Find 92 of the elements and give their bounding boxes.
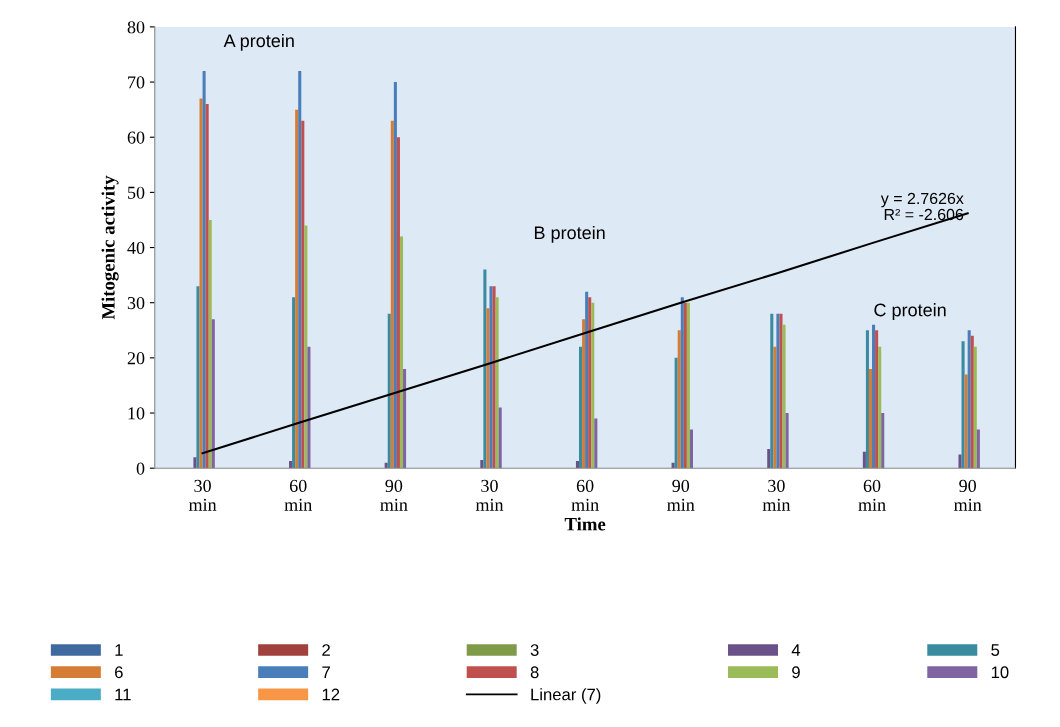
x-axis-title: Time <box>564 517 606 531</box>
bar <box>495 297 499 469</box>
legend-label: 4 <box>791 644 801 656</box>
bar <box>396 137 400 469</box>
bar <box>773 346 777 469</box>
y-tick-label: 40 <box>127 241 145 254</box>
bar <box>868 368 873 469</box>
x-tick-label: 30 min <box>475 479 504 511</box>
bar <box>976 429 980 469</box>
bar <box>292 297 296 469</box>
bar <box>875 330 879 469</box>
legend-label: 3 <box>530 644 539 656</box>
bar <box>205 104 209 469</box>
y-tick-label: 80 <box>127 21 145 34</box>
bar <box>973 346 977 469</box>
bar <box>582 319 586 469</box>
bar <box>399 236 404 469</box>
legend-label: 7 <box>322 666 330 679</box>
legend-label: 9 <box>792 666 800 679</box>
bar <box>594 418 598 469</box>
legend-label: 2 <box>322 644 330 656</box>
bar <box>878 346 882 469</box>
bar <box>298 71 302 469</box>
bar <box>211 319 215 469</box>
bar <box>862 451 866 469</box>
bar <box>295 109 299 469</box>
bar <box>480 459 484 469</box>
bar <box>674 357 678 469</box>
y-tick-label: 20 <box>127 352 145 365</box>
bar <box>208 219 212 469</box>
annotation: C protein <box>874 303 946 320</box>
legend-label: 5 <box>991 644 1000 656</box>
bar <box>579 346 583 469</box>
bar <box>307 346 311 469</box>
y-tick-label: 50 <box>128 186 145 199</box>
x-tick-label: 60 min <box>284 479 312 511</box>
y-tick-label: 60 <box>127 131 145 144</box>
bar <box>677 330 681 469</box>
bar <box>865 330 869 469</box>
x-tick-label: 90 min <box>380 479 408 511</box>
bar <box>199 98 203 469</box>
bar <box>575 461 579 469</box>
y-tick-label: 0 <box>136 462 145 475</box>
x-tick-label: 30 min <box>762 479 791 511</box>
y-tick-label: 10 <box>128 407 145 420</box>
bar <box>193 457 197 469</box>
annotation: y = 2.7626x R² = -2.606 <box>880 192 964 221</box>
bar <box>588 297 592 469</box>
legend-label: 10 <box>991 666 1009 679</box>
bar <box>483 269 487 469</box>
bar <box>196 286 200 469</box>
bar <box>961 341 965 469</box>
legend-label: 8 <box>530 666 539 679</box>
legend-label: 1 <box>115 644 123 656</box>
legend-label: 12 <box>322 688 340 701</box>
bar <box>390 120 394 469</box>
annotation: B protein <box>534 225 605 243</box>
x-tick-label: 60 min <box>858 479 886 511</box>
bar <box>403 368 407 469</box>
y-axis-title: Mitogenic activity <box>101 175 119 320</box>
bar <box>393 82 397 469</box>
bar <box>970 335 974 469</box>
bar <box>964 374 968 469</box>
bar <box>486 308 490 469</box>
bar <box>785 413 789 469</box>
bar <box>782 324 786 469</box>
bar <box>202 71 206 469</box>
bar <box>304 225 308 469</box>
bar <box>301 120 305 469</box>
y-tick-label: 30 <box>127 296 145 310</box>
bar <box>958 454 962 469</box>
bar <box>689 429 693 469</box>
bar <box>585 291 589 469</box>
x-tick-label: 30 min <box>188 479 217 511</box>
legend-label: 6 <box>115 666 123 679</box>
legend-label: 11 <box>115 688 131 701</box>
annotation: A protein <box>223 33 294 51</box>
x-tick-label: 90 min <box>667 479 695 511</box>
bar <box>767 448 771 469</box>
bar <box>770 313 774 469</box>
x-tick-label: 90 min <box>954 479 982 511</box>
legend-label: Linear (7) <box>531 688 601 704</box>
bar <box>591 302 595 469</box>
bar <box>289 461 293 469</box>
bar <box>680 297 684 469</box>
y-tick-label: 70 <box>128 76 145 89</box>
bar <box>872 324 876 469</box>
x-tick-label: 60 min <box>571 479 599 511</box>
bar <box>967 330 971 469</box>
bar <box>881 413 885 469</box>
bar <box>498 407 502 469</box>
bar <box>387 313 391 469</box>
